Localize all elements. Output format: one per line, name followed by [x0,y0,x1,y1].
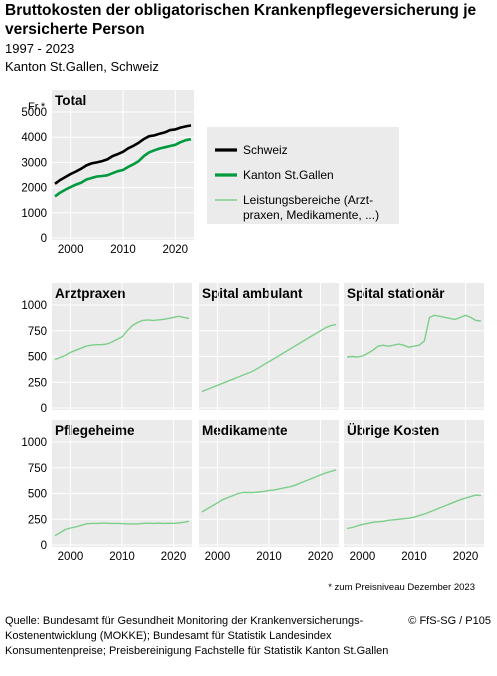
x-tick-label: 2010 [256,551,282,563]
y-tick-label: 1000 [21,208,47,220]
panel-title-pflegeheime: Pflegeheime [55,423,135,438]
x-tick-label: 2000 [205,551,231,563]
panel-title-spital-stationär: Spital stationär [347,286,445,301]
legend-box [207,127,399,224]
legend-label: praxen, Medikamente, ...) [243,208,379,222]
panel-title-spital-ambulant: Spital ambulant [202,286,303,301]
y-tick-label: 2000 [21,183,47,195]
x-tick-label: 2020 [163,244,189,256]
y-tick-label: 750 [28,326,47,338]
y-tick-label: 0 [41,403,47,415]
series-line-kanton-st-gallen [346,494,482,530]
legend-label: Leistungsbereiche (Arzt- [243,193,373,207]
series-line-kanton-st-gallen [201,469,337,513]
chart-title: Bruttokosten der obligatorischen Kranken… [5,2,477,38]
y-tick-label: 500 [28,489,47,501]
y-axis-label: Fr.* [28,101,46,113]
series-line-schweiz [54,124,192,185]
series-line-kanton-st-gallen [54,137,192,198]
x-tick-label: 2010 [109,551,135,563]
x-tick-label: 2010 [110,244,136,256]
series-line-kanton-st-gallen [346,314,482,358]
footnote: * zum Preisniveau Dezember 2023 [328,582,475,593]
series-line-kanton-st-gallen [54,315,190,361]
y-tick-label: 1000 [21,300,47,312]
x-tick-label: 2020 [453,551,479,563]
panel-title-übrige-kosten: Übrige Kosten [347,423,439,438]
x-tick-label: 2000 [58,244,84,256]
x-tick-label: 2000 [58,551,84,563]
x-tick-label: 2020 [308,551,334,563]
x-tick-label: 2000 [350,551,376,563]
y-tick-label: 0 [41,233,47,245]
x-tick-label: 2010 [401,551,427,563]
x-tick-label: 2020 [161,551,187,563]
panel-title-arztpraxen: Arztpraxen [55,286,126,301]
copyright: © FfS-SG / P105 [408,615,491,627]
y-tick-label: 750 [28,463,47,475]
legend-label: Schweiz [243,143,288,157]
series-line-kanton-st-gallen [201,323,337,393]
series-line-kanton-st-gallen [54,520,190,537]
y-tick-label: 250 [28,377,47,389]
source-text: Quelle: Bundesamt für Gesundheit Monitor… [5,615,389,657]
y-tick-label: 5000 [21,107,47,119]
legend-label: Kanton St.Gallen [243,168,334,182]
y-tick-label: 250 [28,514,47,526]
panel-title-medikamente: Medikamente [202,423,288,438]
y-tick-label: 3000 [21,157,47,169]
chart-period: 1997 - 2023 [5,41,75,56]
chart-region: Kanton St.Gallen, Schweiz [5,59,159,74]
y-tick-label: 1000 [21,437,47,449]
y-tick-label: 500 [28,352,47,364]
y-tick-label: 0 [41,540,47,552]
y-tick-label: 4000 [21,132,47,144]
